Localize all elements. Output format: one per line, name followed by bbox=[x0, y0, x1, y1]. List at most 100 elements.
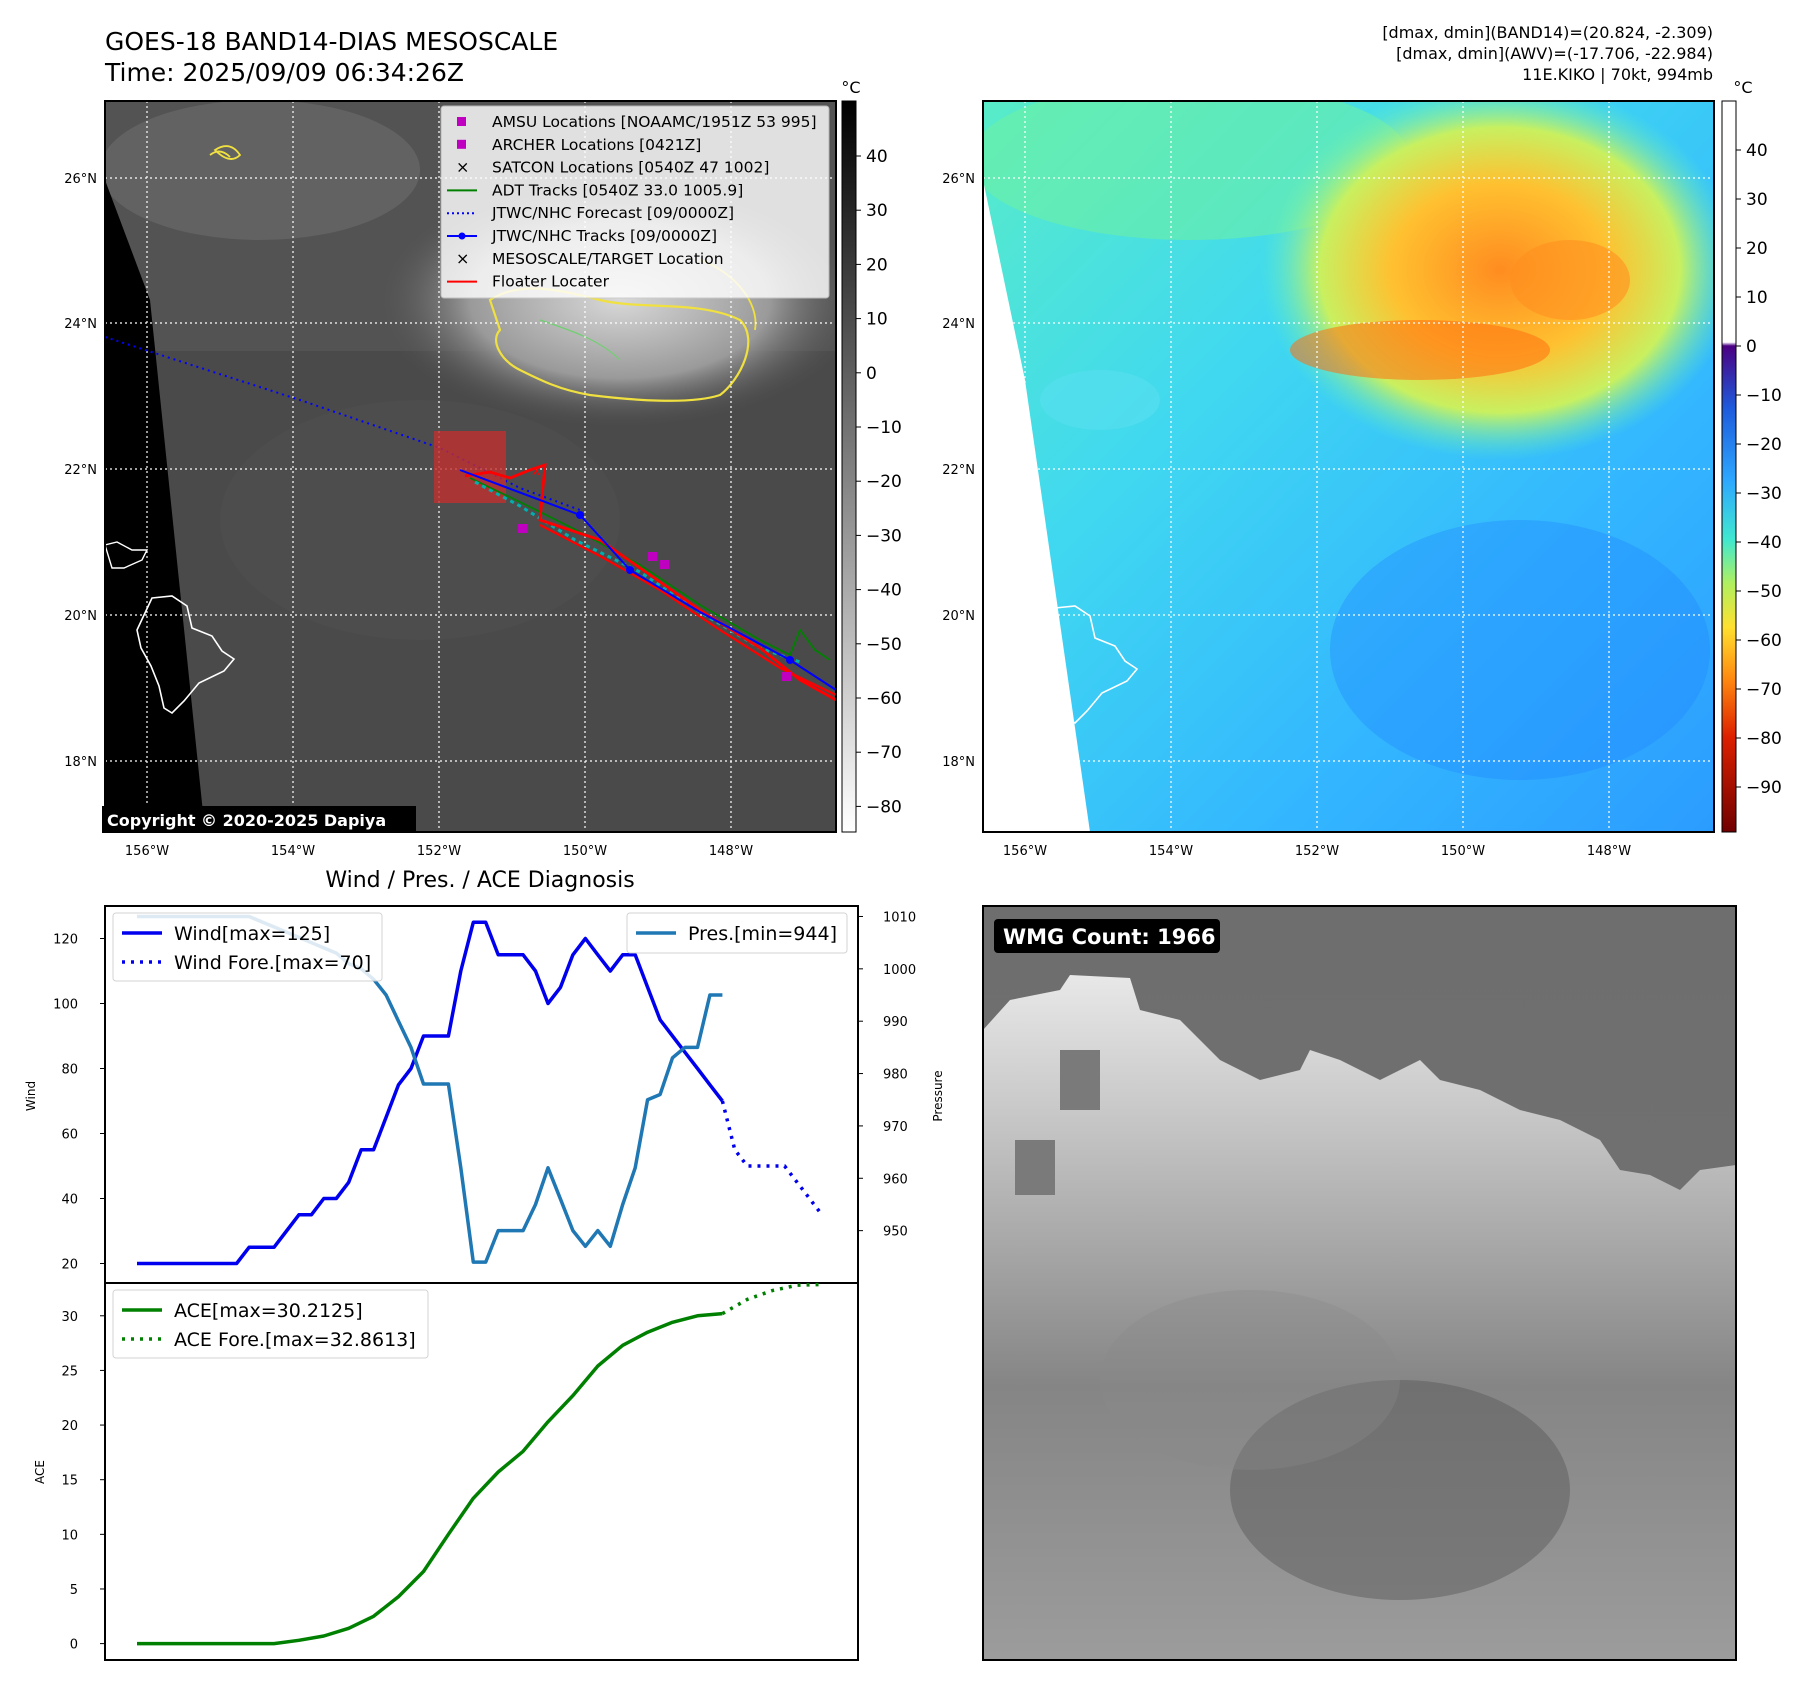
lon-label: 154°W bbox=[271, 844, 315, 859]
ace-ytick: 5 bbox=[70, 1583, 78, 1598]
storm-info: 11E.KIKO | 70kt, 994mb bbox=[1522, 65, 1713, 84]
awv-colorbar-tick: 30 bbox=[1746, 190, 1768, 210]
awv-colorbar-tick: 0 bbox=[1746, 337, 1757, 357]
pressure-ytick: 990 bbox=[883, 1015, 908, 1030]
lat-label: 20°N bbox=[942, 609, 975, 624]
awv-colorbar-tick: −80 bbox=[1746, 729, 1782, 749]
band14-colorbar-tick: −10 bbox=[866, 418, 902, 438]
pressure-ytick: 960 bbox=[883, 1172, 908, 1187]
ace-ytick: 10 bbox=[61, 1528, 78, 1543]
ace-ytick: 20 bbox=[61, 1419, 78, 1434]
pressure-ytick: 1000 bbox=[883, 963, 916, 978]
band14-colorbar-tick: 10 bbox=[866, 310, 888, 330]
awv-colorbar-tick: −90 bbox=[1746, 778, 1782, 798]
ace-forecast-line bbox=[721, 1282, 823, 1316]
map-legend-item: × MESOSCALE/TARGET Location bbox=[456, 249, 724, 268]
map-legend-item: JTWC/NHC Tracks [09/0000Z] bbox=[447, 227, 717, 245]
ace-legend-label: ACE[max=30.2125] bbox=[174, 1300, 363, 1322]
band14-colorbar-unit: °C bbox=[841, 78, 860, 97]
wind-ytick: 60 bbox=[61, 1128, 78, 1143]
awv-colorbar bbox=[1721, 100, 1737, 833]
lat-label: 24°N bbox=[942, 317, 975, 332]
lon-label: 148°W bbox=[709, 844, 753, 859]
map-legend-label: JTWC/NHC Forecast [09/0000Z] bbox=[491, 204, 734, 222]
ace-forecast-legend-label: ACE Fore.[max=32.8613] bbox=[174, 1329, 416, 1351]
lat-label: 20°N bbox=[64, 609, 97, 624]
awv-colorbar-tick: −70 bbox=[1746, 680, 1782, 700]
lat-label: 18°N bbox=[64, 755, 97, 770]
pressure-ytick: 980 bbox=[883, 1068, 908, 1083]
ace-ytick: 0 bbox=[70, 1638, 78, 1653]
lon-label: 152°W bbox=[1295, 844, 1339, 859]
map-legend-label: SATCON Locations [0540Z 47 1002] bbox=[492, 159, 769, 177]
wind-ylabel: Wind bbox=[24, 1081, 38, 1111]
pressure-legend: Pres.[min=944] bbox=[626, 912, 848, 954]
legend-x-marker: × bbox=[456, 249, 469, 268]
map-legend-item: Floater Locater bbox=[447, 273, 610, 291]
awv-colorbar-tick: −10 bbox=[1746, 386, 1782, 406]
band14-colorbar-tick: −40 bbox=[866, 581, 902, 601]
figure-title: GOES-18 BAND14-DIAS MESOSCALE bbox=[105, 27, 558, 56]
band14-colorbar-tick: −50 bbox=[866, 635, 902, 655]
awv-colorbar-unit: °C bbox=[1733, 78, 1752, 97]
svg-text:x: x bbox=[532, 463, 540, 479]
band14-colorbar-tick: −70 bbox=[866, 743, 902, 763]
map-legend-label: ADT Tracks [0540Z 33.0 1005.9] bbox=[492, 181, 743, 199]
band14-colorbar-tick: −20 bbox=[866, 472, 902, 492]
pressure-ytick: 970 bbox=[883, 1120, 908, 1135]
lat-label: 18°N bbox=[942, 755, 975, 770]
band14-colorbar-tick: 20 bbox=[866, 255, 888, 275]
lon-label: 152°W bbox=[417, 844, 461, 859]
band14-colorbar-tick: −80 bbox=[866, 797, 902, 817]
pressure-ytick: 1010 bbox=[883, 910, 916, 925]
legend-x-marker: × bbox=[456, 158, 469, 177]
map-legend-label: Floater Locater bbox=[492, 273, 610, 291]
pressure-legend-label: Pres.[min=944] bbox=[688, 923, 837, 945]
lat-label: 22°N bbox=[64, 463, 97, 478]
wind-legend: Wind[max=125] Wind Fore.[max=70] bbox=[112, 912, 383, 982]
lat-label: 24°N bbox=[64, 317, 97, 332]
lon-label: 156°W bbox=[125, 844, 169, 859]
wind-ytick: 120 bbox=[53, 933, 78, 948]
ace-line bbox=[137, 1311, 723, 1646]
map-legend-item: × SATCON Locations [0540Z 47 1002] bbox=[456, 158, 769, 177]
lat-label: 26°N bbox=[64, 172, 97, 187]
awv-colorbar-tick: −20 bbox=[1746, 435, 1782, 455]
awv-colorbar-tick: −40 bbox=[1746, 533, 1782, 553]
ace-legend: ACE[max=30.2125] ACE Fore.[max=32.8613] bbox=[112, 1289, 429, 1359]
awv-range: [dmax, dmin](AWV)=(-17.706, -22.984) bbox=[1396, 44, 1713, 63]
lon-label: 154°W bbox=[1149, 844, 1193, 859]
map-legend-label: MESOSCALE/TARGET Location bbox=[492, 250, 724, 268]
wmg-panel: WMG Count: 1966 bbox=[983, 906, 1736, 1660]
wind-ytick: 100 bbox=[53, 998, 78, 1013]
wind-ytick: 80 bbox=[61, 1063, 78, 1078]
wind-ytick: 40 bbox=[61, 1193, 78, 1208]
ace-ytick: 15 bbox=[61, 1474, 78, 1489]
awv-map bbox=[983, 101, 1714, 832]
band14-range: [dmax, dmin](BAND14)=(20.824, -2.309) bbox=[1382, 23, 1713, 42]
map-legend-item: AMSU Locations [NOAAMC/1951Z 53 995] bbox=[457, 113, 817, 131]
awv-colorbar-tick: −60 bbox=[1746, 631, 1782, 651]
map-legend-item: ARCHER Locations [0421Z] bbox=[457, 136, 701, 154]
diagnosis-title: Wind / Pres. / ACE Diagnosis bbox=[325, 868, 634, 893]
copyright-label: Copyright © 2020-2025 Dapiya bbox=[107, 811, 386, 830]
awv-colorbar-tick: −50 bbox=[1746, 582, 1782, 602]
awv-colorbar-tick: 10 bbox=[1746, 288, 1768, 308]
lat-label: 26°N bbox=[942, 172, 975, 187]
map-legend-item: JTWC/NHC Forecast [09/0000Z] bbox=[447, 204, 734, 222]
lon-label: 156°W bbox=[1003, 844, 1047, 859]
map-legend-label: ARCHER Locations [0421Z] bbox=[492, 136, 701, 154]
lon-label: 150°W bbox=[1441, 844, 1485, 859]
band14-colorbar-tick: 40 bbox=[866, 147, 888, 167]
lon-label: 150°W bbox=[563, 844, 607, 859]
band14-colorbar bbox=[841, 100, 857, 833]
wind-forecast-legend-label: Wind Fore.[max=70] bbox=[174, 952, 371, 974]
map-legend-item: ADT Tracks [0540Z 33.0 1005.9] bbox=[447, 181, 743, 199]
map-legend-label: JTWC/NHC Tracks [09/0000Z] bbox=[491, 227, 717, 245]
band14-colorbar-tick: −60 bbox=[866, 689, 902, 709]
ace-ylabel: ACE bbox=[33, 1460, 47, 1484]
wind-ytick: 20 bbox=[61, 1258, 78, 1273]
band14-colorbar-tick: 30 bbox=[866, 201, 888, 221]
pressure-ylabel: Pressure bbox=[931, 1070, 945, 1121]
awv-colorbar-tick: 20 bbox=[1746, 239, 1768, 259]
